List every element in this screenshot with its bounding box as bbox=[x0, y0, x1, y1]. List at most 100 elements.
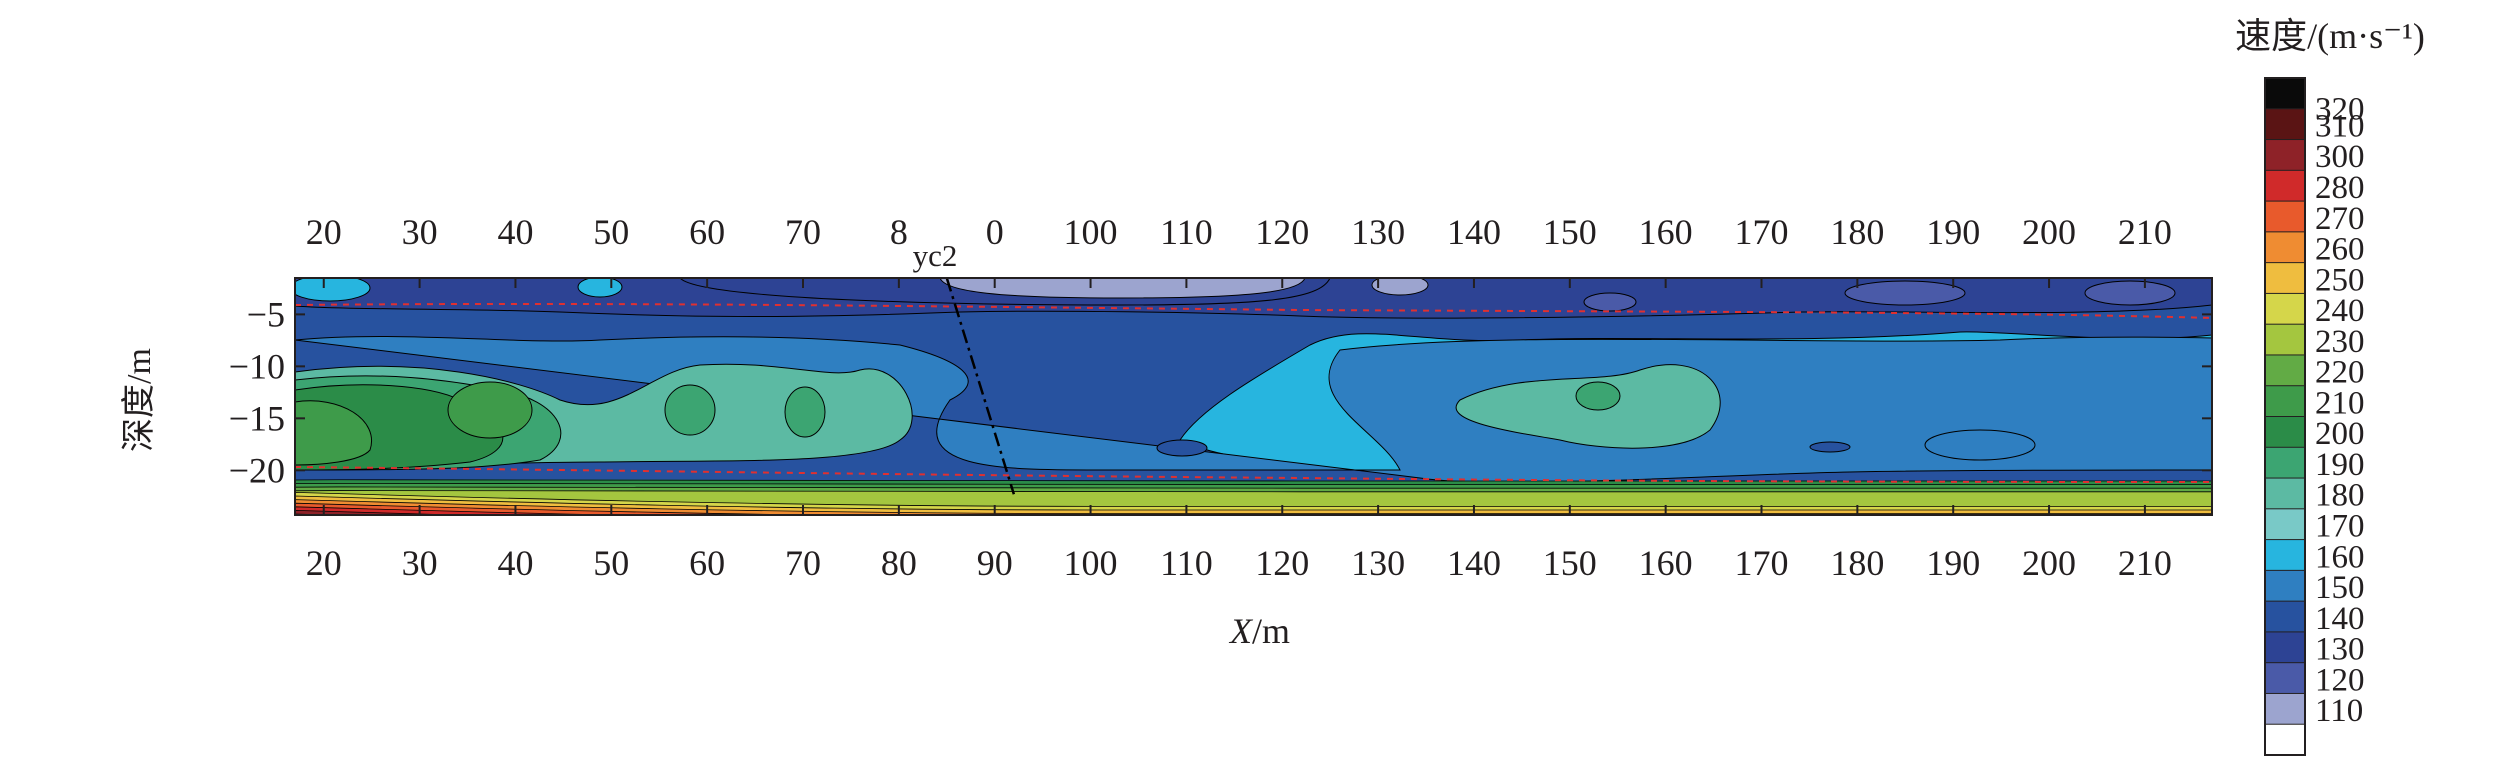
colorbar-level-label: 230 bbox=[2315, 324, 2365, 360]
contour-lens-190-c bbox=[1575, 381, 1621, 411]
x-tick-label-bottom: 130 bbox=[1351, 543, 1405, 583]
x-tick-label-bottom: 120 bbox=[1255, 543, 1309, 583]
colorbar-swatch bbox=[2264, 508, 2306, 541]
colorbar-level-label: 210 bbox=[2315, 385, 2365, 421]
colorbar-level-label: 110 bbox=[2315, 693, 2363, 729]
x-tick-label-bottom: 50 bbox=[593, 543, 629, 583]
colorbar-swatch bbox=[2264, 77, 2306, 110]
contour-lens-130-c bbox=[2084, 280, 2176, 306]
x-tick-label-top: 110 bbox=[1160, 212, 1213, 252]
x-tick-label-bottom: 80 bbox=[881, 543, 917, 583]
colorbar-swatch bbox=[2264, 139, 2306, 172]
deep-gradient-bands bbox=[295, 479, 2212, 515]
x-tick-label-bottom: 180 bbox=[1830, 543, 1884, 583]
x-tick-label-top: 70 bbox=[785, 212, 821, 252]
colorbar-swatch bbox=[2264, 723, 2306, 757]
contour-lens-190-b bbox=[784, 386, 826, 438]
colorbar-level-label: 320 bbox=[2315, 92, 2365, 128]
contour-lens-150-b bbox=[1809, 441, 1851, 453]
colorbar-swatch bbox=[2264, 631, 2306, 664]
contour-band-210 bbox=[295, 400, 372, 466]
x-axis-bottom-labels: 20 30 40 50 60 70 80 90 100 110 120 130 140 150 160 170… bbox=[306, 543, 2172, 583]
x-tick-label-bottom: 30 bbox=[402, 543, 438, 583]
y-tick-label: −20 bbox=[229, 450, 285, 490]
x-tick-label-top: 210 bbox=[2118, 212, 2172, 252]
x-tick-label-top: 200 bbox=[2022, 212, 2076, 252]
colorbar-level-label: 150 bbox=[2315, 570, 2365, 606]
x-tick-label-bottom: 40 bbox=[497, 543, 533, 583]
x-tick-label-top: 150 bbox=[1543, 212, 1597, 252]
colorbar-level-label: 120 bbox=[2315, 662, 2365, 698]
colorbar-level-label: 220 bbox=[2315, 355, 2365, 391]
x-tick-label-bottom: 60 bbox=[689, 543, 725, 583]
contour-lens-190-a bbox=[664, 384, 716, 436]
x-tick-label-bottom: 150 bbox=[1543, 543, 1597, 583]
contour-plot-area bbox=[295, 278, 2212, 515]
x-tick-label-top: 60 bbox=[689, 212, 725, 252]
colorbar-swatch bbox=[2264, 692, 2306, 726]
colorbar-level-label: 300 bbox=[2315, 139, 2365, 175]
reference-line-lower bbox=[295, 466, 2212, 483]
colorbar-level-label: 280 bbox=[2315, 170, 2365, 206]
contour-lens-130-a bbox=[679, 278, 1331, 306]
x-tick-label-bottom: 140 bbox=[1447, 543, 1501, 583]
colorbar-swatch bbox=[2264, 569, 2306, 603]
x-tick-label-bottom: 190 bbox=[1926, 543, 1980, 583]
colorbar-swatch bbox=[2264, 416, 2306, 449]
y-tick-label: −10 bbox=[229, 346, 285, 386]
reference-line-upper bbox=[295, 302, 2212, 319]
colorbar-swatch bbox=[2264, 600, 2306, 633]
colorbar-swatch bbox=[2264, 262, 2306, 295]
contour-lens-170-b bbox=[577, 278, 623, 298]
colorbar-swatch bbox=[2264, 292, 2306, 326]
colorbar: 3203103002802702602502402302202102001901… bbox=[2264, 77, 2365, 757]
colorbar-level-label: 160 bbox=[2315, 539, 2365, 575]
colorbar-swatch bbox=[2264, 354, 2306, 387]
colorbar-swatch bbox=[2264, 200, 2306, 233]
contour-lens-120-b bbox=[1371, 278, 1429, 296]
contour-lens-170-a bbox=[295, 278, 371, 302]
x-tick-label-bottom: 170 bbox=[1735, 543, 1789, 583]
x-tick-label-bottom: 100 bbox=[1064, 543, 1118, 583]
x-tick-label-top: 130 bbox=[1351, 212, 1405, 252]
colorbar-level-label: 140 bbox=[2315, 601, 2365, 637]
plot-frame bbox=[294, 277, 2213, 516]
colorbar-level-label: 270 bbox=[2315, 201, 2365, 237]
y-tick-label: −15 bbox=[229, 398, 285, 438]
colorbar-level-label: 130 bbox=[2315, 632, 2365, 668]
x-tick-label-bottom: 200 bbox=[2022, 543, 2076, 583]
x-tick-label-bottom: 210 bbox=[2118, 543, 2172, 583]
deep-band-6 bbox=[295, 499, 2212, 515]
colorbar-level-label: 170 bbox=[2315, 509, 2365, 545]
colorbar-swatch bbox=[2264, 108, 2306, 141]
deep-band-10 bbox=[295, 513, 2212, 515]
contour-lens-160-a bbox=[1924, 429, 2036, 461]
colorbar-swatch bbox=[2264, 169, 2306, 203]
x-tick-label-top: 180 bbox=[1830, 212, 1884, 252]
colorbar-swatch bbox=[2264, 539, 2306, 572]
contour-lens-210 bbox=[447, 381, 533, 439]
annotation-yc2: yc2 bbox=[913, 238, 958, 273]
colorbar-level-label: 200 bbox=[2315, 416, 2365, 452]
colorbar-swatch bbox=[2264, 231, 2306, 264]
x-tick-label-top: 160 bbox=[1639, 212, 1693, 252]
x-tick-label-top: 40 bbox=[497, 212, 533, 252]
x-tick-label-top: 0 bbox=[986, 212, 1004, 252]
colorbar-level-label: 190 bbox=[2315, 447, 2365, 483]
colorbar-swatch bbox=[2264, 385, 2306, 418]
x-tick-label-bottom: 70 bbox=[785, 543, 821, 583]
contour-lens-130-b bbox=[1844, 280, 1966, 306]
x-tick-label-top: 30 bbox=[402, 212, 438, 252]
x-axis-top-labels: 20 30 40 50 60 70 8 0 100 110 120 130 140 150 160 170 18… bbox=[306, 212, 2172, 252]
x-tick-label-bottom: 160 bbox=[1639, 543, 1693, 583]
x-tick-label-top: 120 bbox=[1255, 212, 1309, 252]
contour-lens-130-d bbox=[1583, 292, 1637, 312]
x-axis-title: X/m bbox=[1228, 611, 1290, 651]
x-tick-label-top: 170 bbox=[1735, 212, 1789, 252]
colorbar-level-label: 180 bbox=[2315, 478, 2365, 514]
x-tick-label-top: 20 bbox=[306, 212, 342, 252]
x-tick-label-bottom: 110 bbox=[1160, 543, 1213, 583]
x-tick-label-top: 8 bbox=[890, 212, 908, 252]
x-tick-label-top: 50 bbox=[593, 212, 629, 252]
